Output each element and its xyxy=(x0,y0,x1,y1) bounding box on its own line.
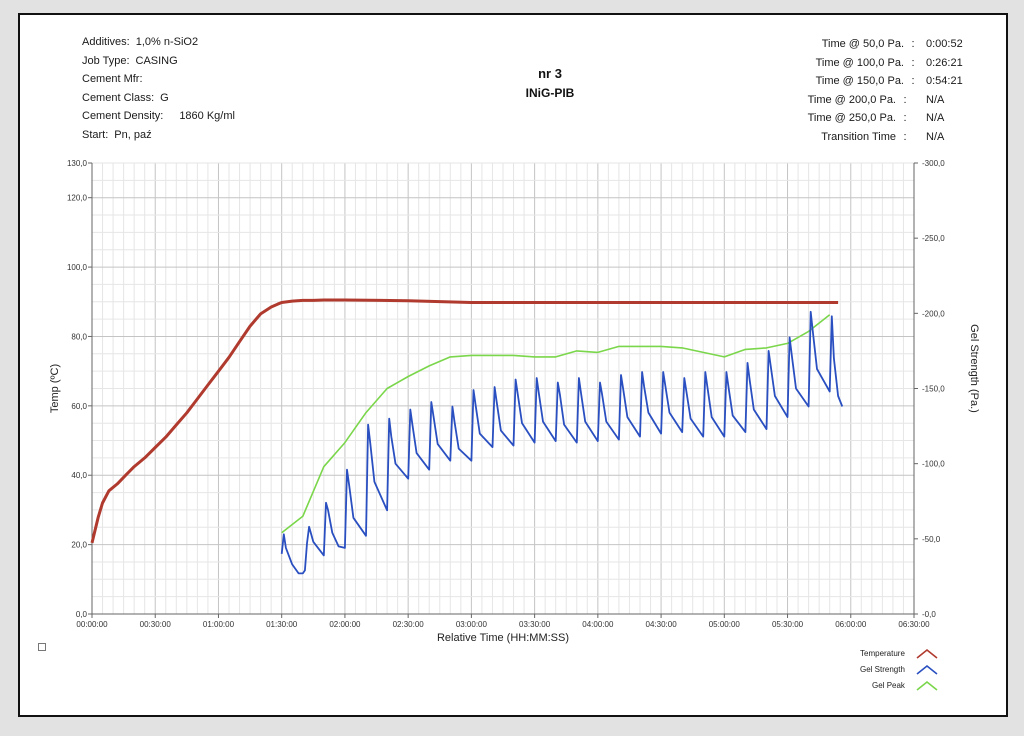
legend-swatch xyxy=(915,647,939,659)
legend-label: Gel Peak xyxy=(872,680,905,690)
y-left-tick-label: 120,0 xyxy=(67,194,88,203)
gel-time-label: Time @ 200,0 Pa. xyxy=(807,93,896,106)
gel-time-row: Time @ 50,0 Pa.:0:00:52 xyxy=(808,35,988,54)
report-subtitle: INiG-PIB xyxy=(525,86,575,100)
x-tick-label: 01:30:00 xyxy=(266,620,298,629)
y-left-tick-label: 80,0 xyxy=(71,332,87,341)
x-tick-label: 01:00:00 xyxy=(203,620,235,629)
gel-time-colon: : xyxy=(903,112,907,124)
gel-time-label: Time @ 50,0 Pa. xyxy=(821,38,904,50)
gel-time-row: Time @ 100,0 Pa.:0:26:21 xyxy=(808,54,988,73)
y-left-tick-label: 130,0 xyxy=(67,159,88,168)
x-tick-label: 06:30:00 xyxy=(898,620,930,629)
gel-time-label: Time @ 150,0 Pa. xyxy=(815,75,904,87)
y-right-tick-label: -300,0 xyxy=(922,159,945,168)
job-info-row: Cement Mfr: xyxy=(82,70,235,89)
legend-swatch xyxy=(915,663,939,675)
legend: Temperature Gel Strength Gel Peak xyxy=(860,645,939,693)
x-tick-label: 00:00:00 xyxy=(76,620,108,629)
x-axis-title: Relative Time (HH:MM:SS) xyxy=(437,632,569,644)
y-axis-right-title: Gel Strength (Pa.) xyxy=(968,324,980,413)
job-info-block: Additives: 1,0% n-SiO2 Job Type: CASING Ceme… xyxy=(82,33,235,144)
gel-time-label: Time @ 100,0 Pa. xyxy=(815,56,904,69)
y-right-tick-label: -0,0 xyxy=(922,610,936,619)
gel-time-value: 0:26:21 xyxy=(926,56,963,69)
x-tick-label: 03:30:00 xyxy=(519,620,551,629)
job-info-label: Job Type: xyxy=(82,54,130,67)
y-left-tick-label: 100,0 xyxy=(67,263,88,272)
gel-time-value: 0:00:52 xyxy=(926,38,963,50)
gel-time-value: 0:54:21 xyxy=(926,75,963,87)
legend-label: Temperature xyxy=(860,648,905,658)
gel-time-label: Transition Time xyxy=(821,130,896,143)
gel-time-colon: : xyxy=(911,75,915,87)
y-left-tick-label: 60,0 xyxy=(71,402,87,411)
y-right-tick-label: -50,0 xyxy=(922,535,941,544)
y-right-tick-label: -100,0 xyxy=(922,460,945,469)
gel-time-row: Time @ 150,0 Pa.:0:54:21 xyxy=(808,72,988,91)
job-info-label: Additives: xyxy=(82,36,130,48)
gel-time-value: N/A xyxy=(926,93,945,106)
gel-time-label: Time @ 250,0 Pa. xyxy=(807,112,896,124)
series-line-gel-strength xyxy=(280,310,844,575)
legend-label: Gel Strength xyxy=(860,664,905,674)
y-right-tick-label: -150,0 xyxy=(922,385,945,394)
job-info-row: Additives: 1,0% n-SiO2 xyxy=(82,33,235,52)
y-left-tick-label: 0,0 xyxy=(76,610,88,619)
job-info-row: Start: Pn, paź xyxy=(82,126,235,145)
x-tick-label: 06:00:00 xyxy=(835,620,867,629)
legend-item: Gel Strength xyxy=(860,661,939,677)
series-line-gel-peak xyxy=(281,314,831,534)
legend-item: Temperature xyxy=(860,645,939,661)
job-info-label: Cement Class: xyxy=(82,91,155,104)
y-left-tick-label: 40,0 xyxy=(71,471,87,480)
gel-time-row: Time @ 200,0 Pa.: N/A xyxy=(808,91,988,110)
gel-time-colon: : xyxy=(911,56,915,69)
y-left-tick-label: 20,0 xyxy=(71,541,87,550)
x-tick-label: 04:00:00 xyxy=(582,620,614,629)
job-info-value: 1,0% n-SiO2 xyxy=(135,36,199,48)
job-info-value: G xyxy=(160,91,169,104)
x-tick-label: 05:30:00 xyxy=(772,620,804,629)
gel-time-value: N/A xyxy=(926,130,945,143)
x-tick-label: 00:30:00 xyxy=(140,620,172,629)
y-axis-left-title: Temp (ºC) xyxy=(49,364,61,413)
y-right-tick-label: -200,0 xyxy=(922,309,945,318)
gel-time-row: Transition Time: N/A xyxy=(808,128,988,147)
x-tick-label: 05:00:00 xyxy=(709,620,741,629)
gel-time-colon: : xyxy=(911,38,915,50)
job-info-label: Cement Mfr: xyxy=(82,73,143,85)
job-info-label: Start: xyxy=(82,128,109,141)
job-info-value: CASING xyxy=(135,54,178,67)
gel-time-colon: : xyxy=(903,93,907,106)
legend-item: Gel Peak xyxy=(860,677,939,693)
job-info-row: Cement Class: G xyxy=(82,89,235,108)
series-line-temperature xyxy=(90,298,839,544)
x-tick-label: 02:00:00 xyxy=(329,620,361,629)
legend-swatch xyxy=(915,679,939,691)
job-info-value: Pn, paź xyxy=(114,128,152,141)
x-tick-label: 03:00:00 xyxy=(456,620,488,629)
gel-time-block: Time @ 50,0 Pa.:0:00:52 Time @ 100,0 Pa.:… xyxy=(808,35,988,146)
gel-time-value: N/A xyxy=(926,112,945,124)
y-right-tick-label: -250,0 xyxy=(922,234,945,243)
small-box xyxy=(38,643,46,651)
job-info-value: 1860 Kg/ml xyxy=(179,110,235,122)
job-info-label: Cement Density: xyxy=(82,110,164,122)
job-info-row: Cement Density: 1860 Kg/ml xyxy=(82,107,235,126)
job-info-row: Job Type: CASING xyxy=(82,52,235,71)
x-tick-label: 04:30:00 xyxy=(646,620,678,629)
x-tick-label: 02:30:00 xyxy=(393,620,425,629)
report-title: nr 3 xyxy=(538,66,562,81)
gel-time-colon: : xyxy=(903,130,907,143)
gel-time-row: Time @ 250,0 Pa.: N/A xyxy=(808,109,988,128)
